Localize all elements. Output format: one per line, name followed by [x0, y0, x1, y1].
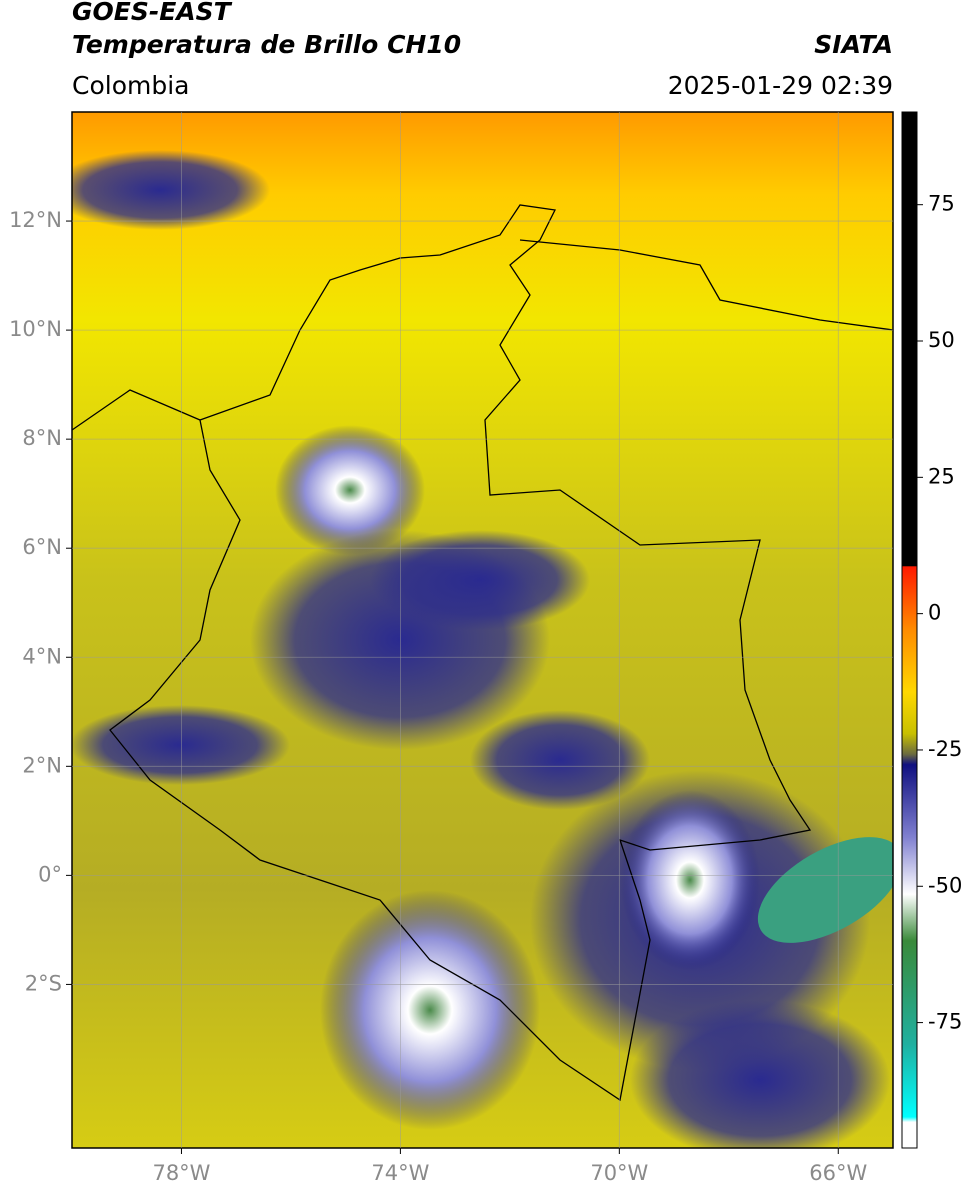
- satellite-image: [72, 112, 893, 1148]
- y-tick-label: 2°S: [25, 971, 62, 995]
- colorbar-tick-label: 25: [928, 464, 955, 488]
- axes: 78°W 74°W 70°W 66°W 12°N 10°N 8°N 6°N 4°N 2°N 0° 2°…: [9, 112, 962, 1185]
- y-tick-label: 12°N: [9, 208, 62, 232]
- y-tick-label: 0°: [38, 862, 62, 886]
- subtitle: Temperatura de Brillo CH10: [72, 30, 461, 59]
- y-tick-label: 2°N: [22, 753, 62, 777]
- x-tick-label: 70°W: [590, 1161, 648, 1185]
- colorbar: [901, 111, 918, 1149]
- x-tick-label: 66°W: [809, 1161, 867, 1185]
- y-tick-label: 10°N: [9, 317, 62, 341]
- source: SIATA: [814, 30, 893, 59]
- x-tick-label: 78°W: [152, 1161, 210, 1185]
- colorbar-tick-label: 0: [928, 601, 941, 625]
- map-frame: [71, 111, 894, 1149]
- y-tick-label: 8°N: [22, 426, 62, 450]
- datetime: 2025-01-29 02:39: [668, 71, 893, 100]
- colorbar-tick-label: 50: [928, 328, 955, 352]
- colorbar-tick-label: -50: [928, 873, 962, 897]
- colorbar-tick-label: 75: [928, 192, 955, 216]
- y-tick-label: 6°N: [22, 535, 62, 559]
- colorbar-tick-label: -25: [928, 737, 962, 761]
- title: GOES-EAST: [72, 0, 233, 26]
- colorbar-tick-label: -75: [928, 1010, 962, 1034]
- y-tick-label: 4°N: [22, 644, 62, 668]
- region: Colombia: [72, 71, 189, 100]
- x-tick-label: 74°W: [371, 1161, 429, 1185]
